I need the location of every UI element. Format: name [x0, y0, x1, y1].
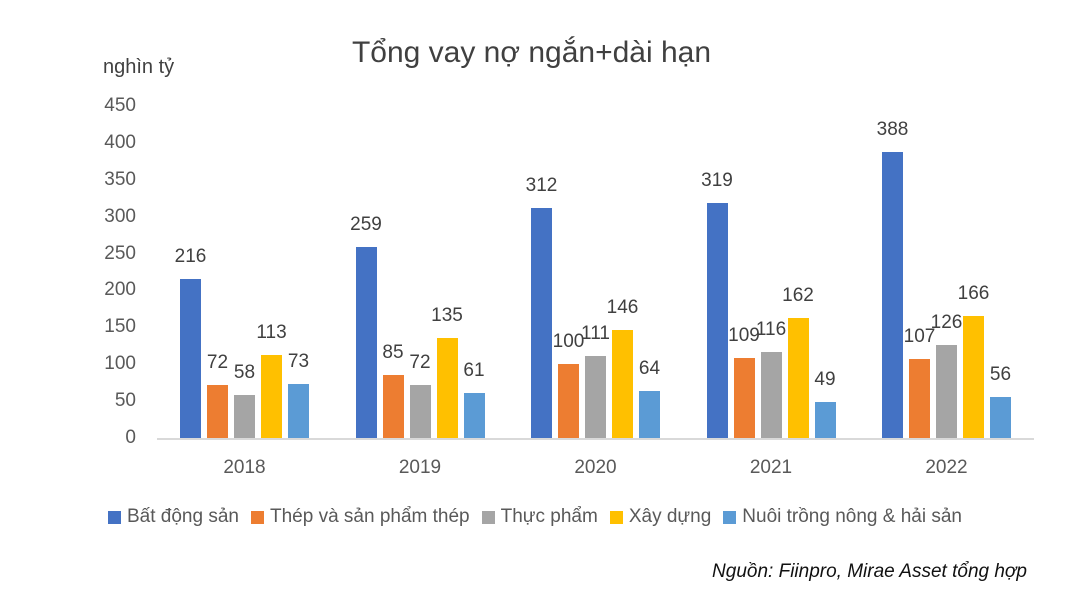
source-note: Nguồn: Fiinpro, Mirae Asset tổng hợp: [712, 561, 1027, 582]
bar-value-label: 319: [701, 169, 733, 191]
legend-label: Bất động sản: [127, 506, 239, 527]
y-tick-label: 0: [125, 427, 136, 448]
legend-swatch-icon: [108, 510, 121, 524]
chart-title: Tổng vay nợ ngắn+dài hạn: [0, 36, 1087, 70]
bar-value-label: 146: [606, 297, 639, 319]
x-tick-label: 2020: [574, 457, 617, 478]
bar: [706, 202, 728, 438]
bar: [990, 396, 1011, 438]
legend-swatch-icon: [481, 510, 495, 524]
y-tick-label: 200: [104, 279, 136, 301]
bar-value-label: 312: [525, 174, 558, 196]
bar-value-label: 56: [989, 363, 1012, 385]
legend-swatch-icon: [723, 510, 737, 524]
bar: [261, 354, 282, 438]
bar: [436, 338, 458, 438]
bar: [733, 357, 755, 438]
legend-label: Thép và sản phẩm thép: [269, 506, 470, 527]
legend-item: Thực phẩm: [481, 506, 598, 528]
bar: [882, 151, 903, 438]
bar-value-label: 111: [581, 323, 610, 345]
bar-value-label: 388: [876, 118, 909, 140]
bar-value-label: 85: [382, 342, 404, 364]
legend-item: Thép và sản phẩm thép: [250, 506, 470, 528]
bar-value-label: 216: [174, 245, 207, 267]
x-tick-label: 2022: [925, 457, 968, 478]
legend-label: Nuôi trồng nông & hải sản: [742, 506, 962, 527]
bar-value-label: 135: [431, 305, 463, 327]
y-tick-label: 150: [104, 316, 136, 338]
legend-item: Bất động sản: [108, 506, 239, 528]
bar-value-label: 107: [903, 326, 936, 348]
y-tick-label: 100: [104, 353, 136, 375]
legend: Bất động sản Thép và sản phẩm thép Thực ph…: [108, 506, 974, 528]
bar-value-label: 58: [233, 362, 256, 384]
chart-title-text: Tổng vay nợ ngắn+dài hạn: [351, 36, 712, 69]
bar: [558, 364, 579, 438]
bar-value-label: 72: [409, 351, 431, 373]
y-tick-label: 450: [104, 95, 136, 116]
bar-value-label: 116: [755, 319, 787, 341]
bar: [936, 345, 957, 438]
bar: [463, 392, 485, 438]
bar: [234, 395, 255, 438]
bar: [639, 390, 660, 438]
legend-item: Nuôi trồng nông & hải sản: [723, 506, 962, 528]
bar: [409, 384, 431, 438]
legend-item: Xây dựng: [609, 506, 712, 528]
bar: [612, 330, 633, 438]
x-tick-label: 2019: [398, 457, 442, 478]
bar: [909, 359, 930, 438]
bar-value-label: 49: [814, 368, 836, 390]
bar: [787, 318, 809, 438]
bar-value-label: 162: [782, 285, 814, 307]
bar-value-label: 109: [728, 324, 760, 346]
bar-value-label: 100: [552, 331, 585, 353]
bar-value-label: 61: [463, 359, 485, 381]
bar: [288, 384, 309, 438]
x-tick-label: 2018: [223, 457, 266, 478]
bar-value-label: 126: [930, 312, 963, 334]
legend-label: Thực phẩm: [500, 506, 598, 527]
x-tick-label: 2021: [749, 457, 793, 478]
bar: [585, 356, 606, 438]
bar-value-label: 166: [957, 282, 990, 304]
bar-value-label: 113: [256, 321, 287, 343]
legend-swatch-icon: [250, 510, 264, 524]
bar: [207, 384, 228, 438]
bar-value-label: 259: [350, 213, 382, 235]
legend-label: Xây dựng: [628, 506, 712, 527]
bar: [180, 278, 201, 438]
y-axis-unit-label: nghìn tỷ: [103, 56, 175, 78]
y-tick-label: 50: [114, 390, 136, 412]
bar-value-label: 64: [638, 357, 661, 379]
bar: [760, 352, 782, 438]
bar: [963, 315, 984, 438]
y-tick-label: 350: [104, 168, 136, 190]
y-tick-label: 400: [104, 131, 136, 153]
bar-value-label: 73: [287, 351, 310, 373]
y-tick-label: 300: [104, 205, 136, 227]
bar-value-label: 72: [206, 351, 229, 373]
bar: [382, 375, 404, 438]
bar: [814, 401, 836, 438]
y-tick-label: 250: [104, 242, 136, 264]
x-axis-line: [157, 438, 1034, 440]
bar: [355, 246, 377, 438]
legend-swatch-icon: [609, 510, 623, 524]
bar: [531, 207, 552, 438]
